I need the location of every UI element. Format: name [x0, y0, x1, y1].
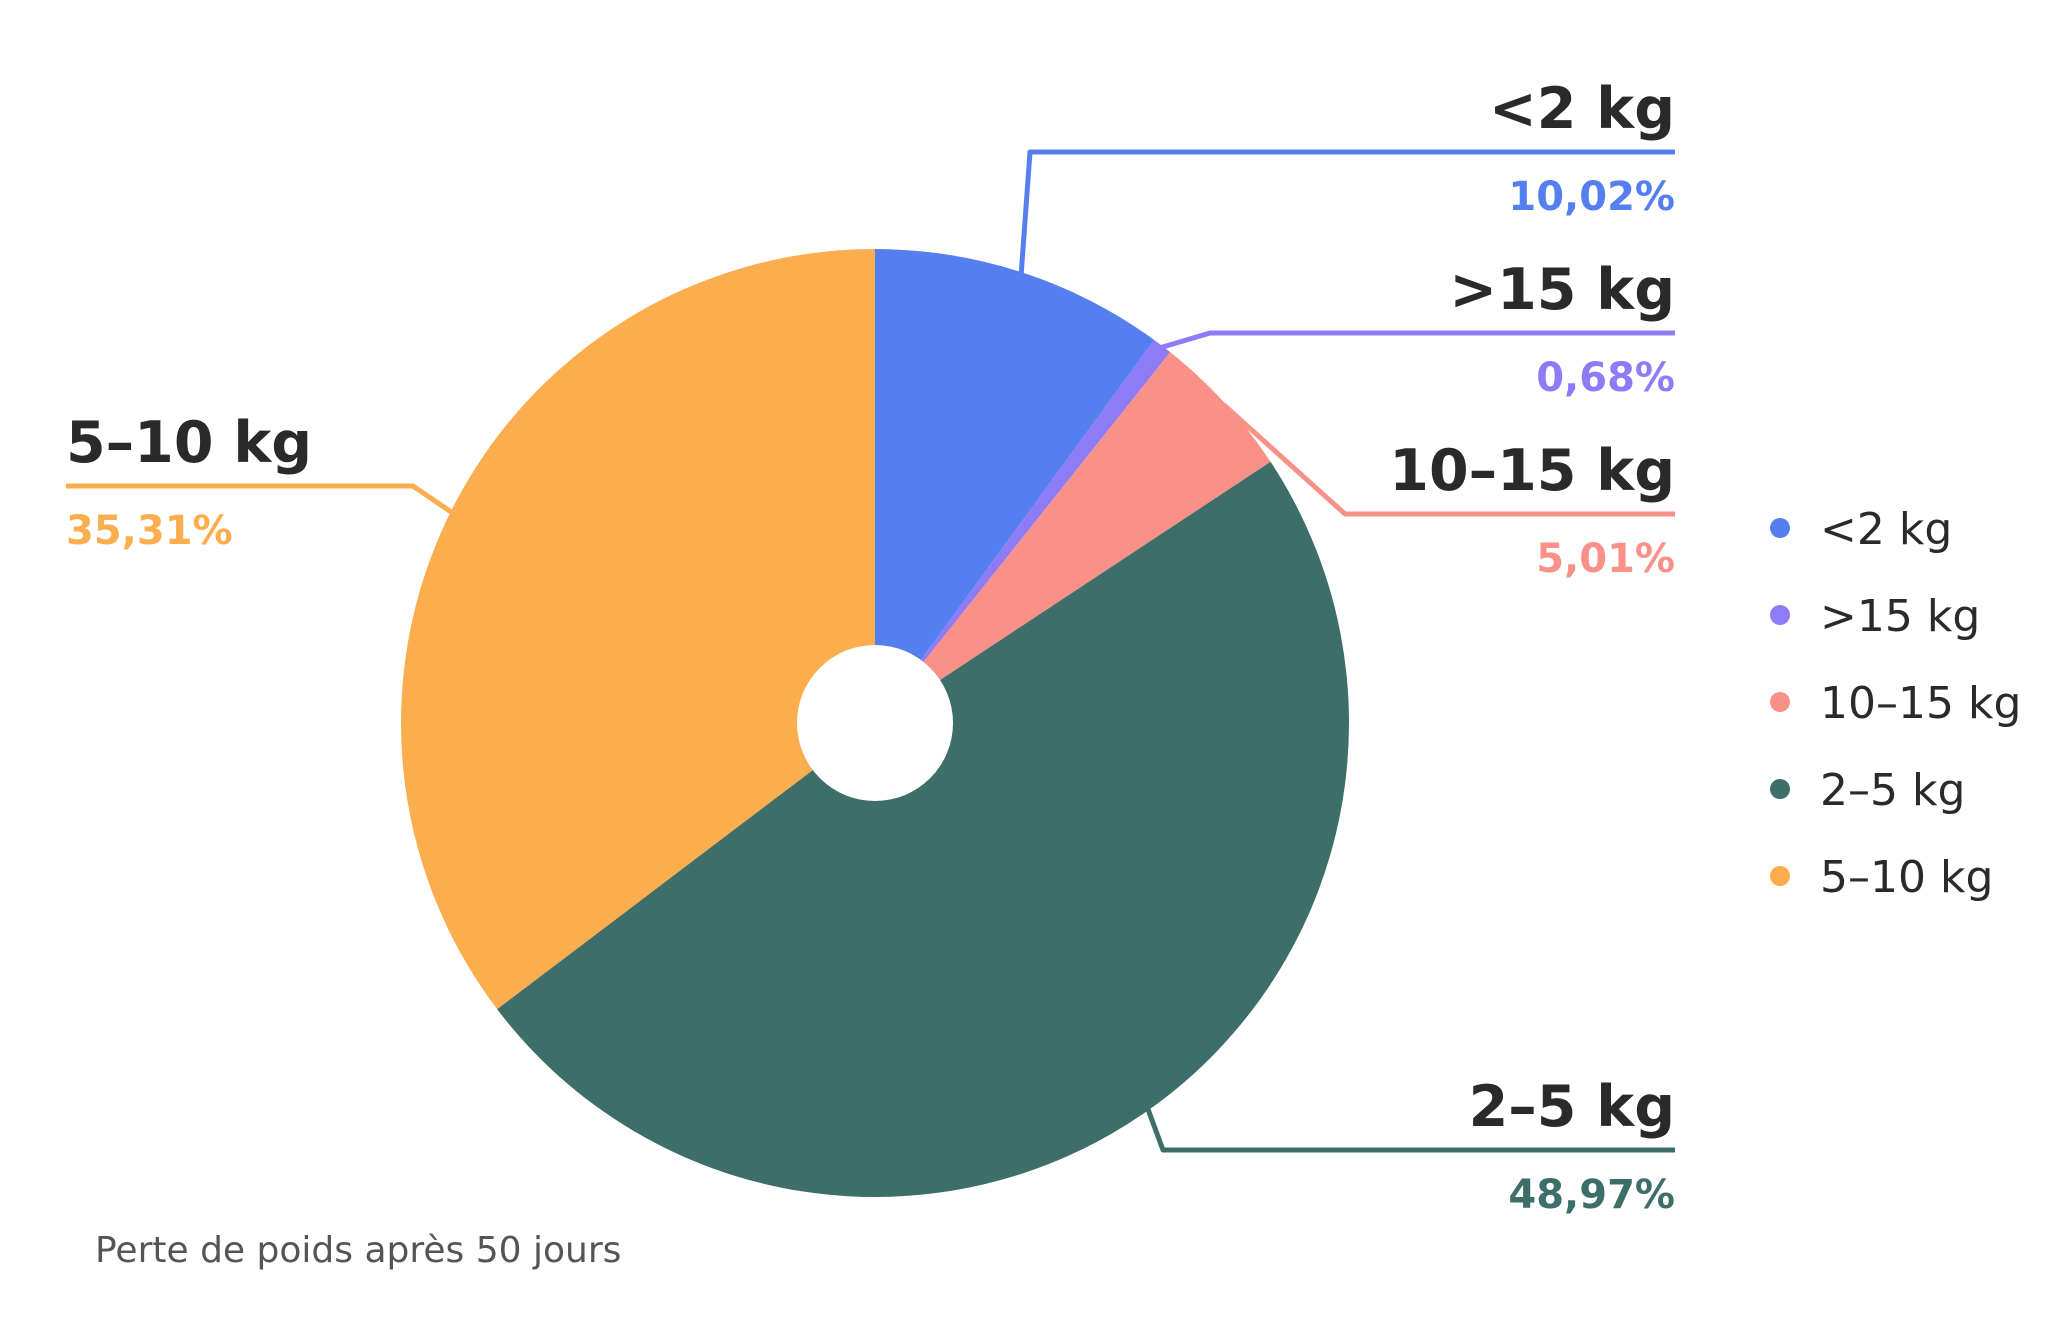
callout-percent-10-15-kg: 5,01%: [1536, 536, 1675, 582]
legend-swatch-lt-2-kg: [1770, 518, 1790, 538]
legend-swatch-5-10-kg: [1770, 866, 1790, 886]
callout-name-gt-15-kg: >15 kg: [1449, 257, 1675, 323]
callout-name-10-15-kg: 10–15 kg: [1389, 438, 1675, 504]
pie-slice-10-15-kg: [875, 352, 1271, 723]
legend: <2 kg >15 kg 10–15 kg 2–5 kg 5–10 kg: [1770, 504, 2021, 903]
callout-line-5-10-kg: [66, 483, 454, 515]
callout-percent-gt-15-kg: 0,68%: [1536, 355, 1675, 401]
callout-percent-lt-2-kg: 10,02%: [1508, 174, 1675, 220]
pie-slices: [401, 249, 1349, 1197]
callout-line-10-15-kg: [1221, 402, 1675, 517]
legend-swatch-2-5-kg: [1770, 779, 1790, 799]
legend-label-2-5-kg: 2–5 kg: [1820, 765, 1965, 816]
callout-line-gt-15-kg: [1160, 330, 1675, 350]
legend-label-lt-2-kg: <2 kg: [1820, 504, 1952, 555]
pie-center-hole: [797, 645, 953, 801]
callout-name-2-5-kg: 2–5 kg: [1469, 1074, 1675, 1140]
pie-slice-gt-15-kg: [875, 339, 1171, 723]
legend-label-5-10-kg: 5–10 kg: [1820, 852, 1993, 903]
legend-swatch-10-15-kg: [1770, 692, 1790, 712]
chart-caption: Perte de poids après 50 jours: [95, 1230, 621, 1271]
callout-percent-5-10-kg: 35,31%: [66, 508, 233, 554]
callout-name-lt-2-kg: <2 kg: [1489, 76, 1675, 142]
legend-label-gt-15-kg: >15 kg: [1820, 591, 1980, 642]
callout-line-2-5-kg: [1145, 1107, 1675, 1153]
legend-label-10-15-kg: 10–15 kg: [1820, 678, 2021, 729]
callout-percent-2-5-kg: 48,97%: [1508, 1172, 1675, 1218]
pie-slice-lt-2-kg: [875, 249, 1155, 723]
callout-name-5-10-kg: 5–10 kg: [66, 410, 312, 476]
pie-slice-2-5-kg: [497, 461, 1349, 1197]
legend-swatch-gt-15-kg: [1770, 605, 1790, 625]
pie-slice-5-10-kg: [401, 249, 875, 1010]
callout-labels: <2 kg 10,02% >15 kg 0,68% 10–15 kg 5,01% 2–5 k…: [66, 76, 1675, 1218]
callout-line-lt-2-kg: [1018, 149, 1675, 275]
